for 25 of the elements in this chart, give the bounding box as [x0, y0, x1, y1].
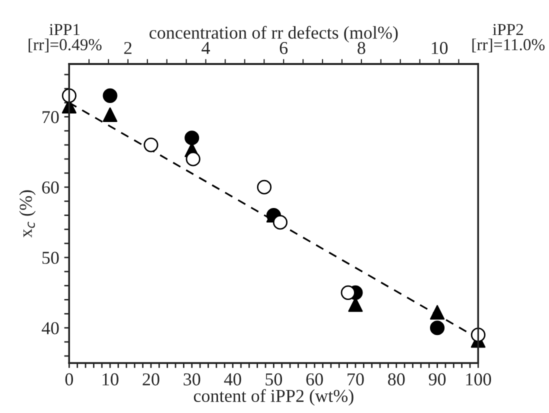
x-tick-label: 20: [142, 373, 160, 386]
x-tick-label: 80: [388, 373, 405, 386]
x2-tick-label: 2: [124, 42, 132, 54]
x-tick-label: 70: [348, 373, 364, 386]
x-tick-label: 10: [102, 373, 118, 386]
y-axis-title: x$_{c}$ (%): [19, 190, 36, 238]
x-axis-title: content of iPP2 (wt%): [194, 389, 354, 406]
y-tick-label: 60: [42, 181, 59, 194]
x-tick-label: 30: [184, 373, 200, 386]
text: iPP1 [rr]=0.49%: [28, 24, 102, 52]
x2-tick-label: 8: [358, 42, 366, 54]
x2-tick-label: 4: [202, 42, 210, 54]
x-tick-label: 90: [428, 373, 446, 386]
x2-tick-label: 6: [280, 42, 288, 54]
y-tick-label: 40: [42, 322, 59, 334]
x-tick-label: 50: [266, 373, 282, 386]
text: iPP2 [rr]=11.0%: [472, 24, 545, 52]
y-tick-label: 70: [42, 111, 59, 124]
x-tick-label: 0: [65, 373, 73, 386]
x2-axis-title: concentration of rr defects (mol%): [150, 26, 398, 42]
x-tick-label: 100: [466, 373, 492, 386]
x2-tick-label: 10: [432, 42, 448, 54]
y-tick-label: 50: [42, 252, 59, 264]
x-tick-label: 40: [224, 373, 242, 386]
x-tick-label: 60: [306, 373, 323, 386]
